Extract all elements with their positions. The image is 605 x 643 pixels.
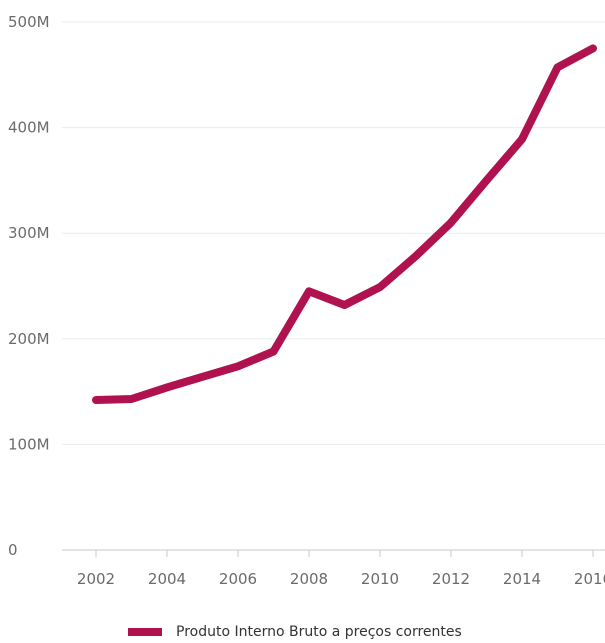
data-point bbox=[376, 283, 384, 291]
x-tick-label: 2014 bbox=[503, 570, 541, 588]
x-tick-label: 2010 bbox=[361, 570, 399, 588]
y-tick-label: 500M bbox=[8, 13, 50, 31]
data-point bbox=[518, 135, 526, 143]
x-tick-label: 2004 bbox=[148, 570, 186, 588]
legend: Produto Interno Bruto a preços correntes bbox=[128, 622, 462, 642]
data-point bbox=[234, 362, 242, 370]
data-point bbox=[128, 395, 135, 403]
data-point bbox=[305, 287, 313, 295]
legend-swatch bbox=[128, 628, 162, 636]
data-point bbox=[589, 44, 597, 52]
y-tick-label: 200M bbox=[8, 330, 50, 348]
x-tick-label: 2016 bbox=[574, 570, 605, 588]
data-point bbox=[412, 252, 419, 260]
data-point bbox=[199, 373, 206, 381]
legend-label: Produto Interno Bruto a preços correntes bbox=[176, 624, 462, 640]
y-tick-label: 100M bbox=[8, 435, 50, 453]
x-axis: 2002 2004 2006 2008 2010 2012 2014 2016 bbox=[77, 550, 605, 588]
y-axis: 0 100M 200M 300M 400M 500M bbox=[8, 13, 50, 559]
data-point bbox=[447, 219, 455, 227]
data-point bbox=[554, 63, 561, 71]
data-point bbox=[341, 301, 348, 309]
data-point bbox=[483, 176, 490, 184]
series-line bbox=[92, 44, 597, 404]
data-point bbox=[163, 383, 171, 391]
x-tick-label: 2006 bbox=[219, 570, 257, 588]
data-point bbox=[92, 396, 100, 404]
y-tick-label: 300M bbox=[8, 224, 50, 242]
data-point bbox=[270, 347, 277, 355]
grid-lines bbox=[62, 21, 605, 551]
series-layer bbox=[92, 44, 597, 404]
x-tick-label: 2002 bbox=[77, 570, 115, 588]
x-tick-label: 2008 bbox=[290, 570, 328, 588]
y-tick-label: 400M bbox=[8, 119, 50, 137]
x-tick-label: 2012 bbox=[432, 570, 470, 588]
y-tick-label: 0 bbox=[8, 541, 18, 559]
